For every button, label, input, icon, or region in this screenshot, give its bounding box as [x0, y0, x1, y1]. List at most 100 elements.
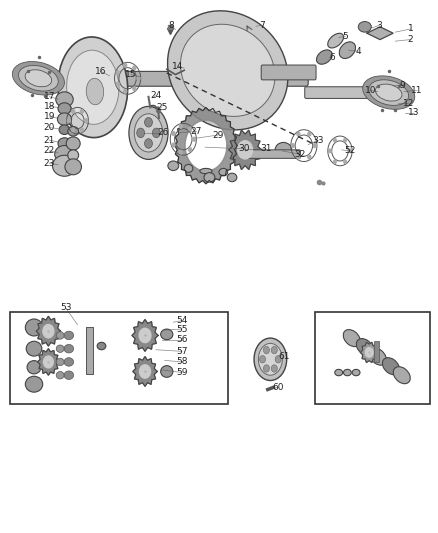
Ellipse shape — [134, 114, 162, 152]
Ellipse shape — [275, 356, 281, 363]
FancyBboxPatch shape — [242, 150, 300, 158]
Circle shape — [297, 155, 300, 159]
Circle shape — [81, 128, 83, 132]
Text: 9: 9 — [399, 80, 405, 90]
Ellipse shape — [184, 165, 193, 172]
Circle shape — [133, 87, 136, 91]
Ellipse shape — [64, 358, 74, 366]
Circle shape — [328, 149, 331, 152]
Ellipse shape — [204, 173, 215, 182]
Ellipse shape — [369, 80, 409, 106]
Circle shape — [139, 328, 151, 343]
Ellipse shape — [67, 50, 119, 124]
Circle shape — [308, 132, 311, 136]
Circle shape — [365, 348, 373, 357]
Circle shape — [189, 127, 191, 131]
Text: 6: 6 — [329, 53, 335, 62]
Bar — [86, 327, 93, 374]
FancyBboxPatch shape — [305, 87, 386, 99]
Ellipse shape — [12, 61, 64, 95]
Ellipse shape — [200, 168, 212, 174]
Polygon shape — [38, 349, 59, 375]
Ellipse shape — [97, 342, 106, 350]
Ellipse shape — [263, 365, 269, 372]
Text: 58: 58 — [176, 358, 188, 367]
Ellipse shape — [219, 168, 228, 176]
Polygon shape — [229, 130, 261, 169]
Circle shape — [349, 149, 352, 152]
Ellipse shape — [363, 76, 415, 109]
Ellipse shape — [25, 376, 43, 392]
FancyBboxPatch shape — [22, 74, 99, 85]
Circle shape — [67, 119, 71, 123]
Circle shape — [116, 82, 119, 86]
Polygon shape — [133, 357, 157, 386]
Text: 8: 8 — [168, 21, 174, 30]
Ellipse shape — [271, 365, 277, 372]
Text: 59: 59 — [176, 368, 188, 377]
Text: 32: 32 — [294, 150, 305, 159]
Ellipse shape — [358, 21, 371, 32]
Circle shape — [124, 90, 127, 93]
Circle shape — [344, 139, 346, 142]
Ellipse shape — [145, 117, 152, 127]
Circle shape — [333, 139, 336, 142]
Ellipse shape — [26, 341, 42, 356]
Text: 53: 53 — [60, 303, 71, 312]
Circle shape — [72, 110, 75, 114]
Ellipse shape — [64, 331, 74, 340]
Text: 17: 17 — [43, 92, 55, 101]
Ellipse shape — [56, 372, 64, 379]
Ellipse shape — [343, 369, 351, 376]
Ellipse shape — [357, 338, 373, 356]
Polygon shape — [367, 27, 393, 39]
Ellipse shape — [382, 358, 399, 375]
Text: 60: 60 — [272, 383, 283, 392]
Text: 7: 7 — [259, 21, 265, 30]
Text: 19: 19 — [43, 112, 55, 122]
Text: 13: 13 — [408, 108, 420, 117]
Ellipse shape — [56, 358, 64, 366]
Circle shape — [137, 76, 140, 80]
Circle shape — [189, 148, 191, 151]
Circle shape — [333, 160, 336, 164]
Text: 20: 20 — [43, 123, 55, 132]
Bar — [374, 341, 379, 362]
Text: 27: 27 — [191, 127, 202, 136]
Circle shape — [43, 356, 53, 368]
Ellipse shape — [27, 361, 41, 374]
Ellipse shape — [129, 107, 168, 159]
Text: 29: 29 — [212, 131, 224, 140]
Text: 57: 57 — [176, 347, 188, 356]
Ellipse shape — [56, 345, 64, 352]
Circle shape — [238, 141, 253, 159]
Text: 25: 25 — [156, 103, 167, 112]
Bar — [315, 312, 430, 405]
Circle shape — [180, 150, 182, 154]
Ellipse shape — [259, 356, 265, 363]
Ellipse shape — [271, 346, 277, 354]
Ellipse shape — [58, 138, 71, 149]
Ellipse shape — [254, 338, 287, 381]
Ellipse shape — [180, 24, 275, 116]
FancyBboxPatch shape — [34, 71, 308, 86]
Ellipse shape — [56, 332, 64, 339]
Circle shape — [133, 66, 136, 70]
Ellipse shape — [68, 126, 79, 136]
Circle shape — [43, 325, 54, 338]
Circle shape — [297, 132, 300, 136]
Text: 15: 15 — [125, 70, 137, 79]
Text: 61: 61 — [279, 352, 290, 361]
Circle shape — [193, 138, 196, 141]
Text: 31: 31 — [260, 144, 272, 154]
Ellipse shape — [53, 155, 77, 176]
Text: 30: 30 — [239, 144, 250, 154]
Circle shape — [81, 110, 83, 114]
Circle shape — [116, 71, 119, 75]
Ellipse shape — [393, 367, 410, 384]
Circle shape — [308, 155, 311, 159]
Ellipse shape — [258, 343, 283, 375]
Text: 24: 24 — [150, 91, 162, 100]
Text: 12: 12 — [403, 99, 414, 108]
Text: 16: 16 — [95, 67, 106, 76]
